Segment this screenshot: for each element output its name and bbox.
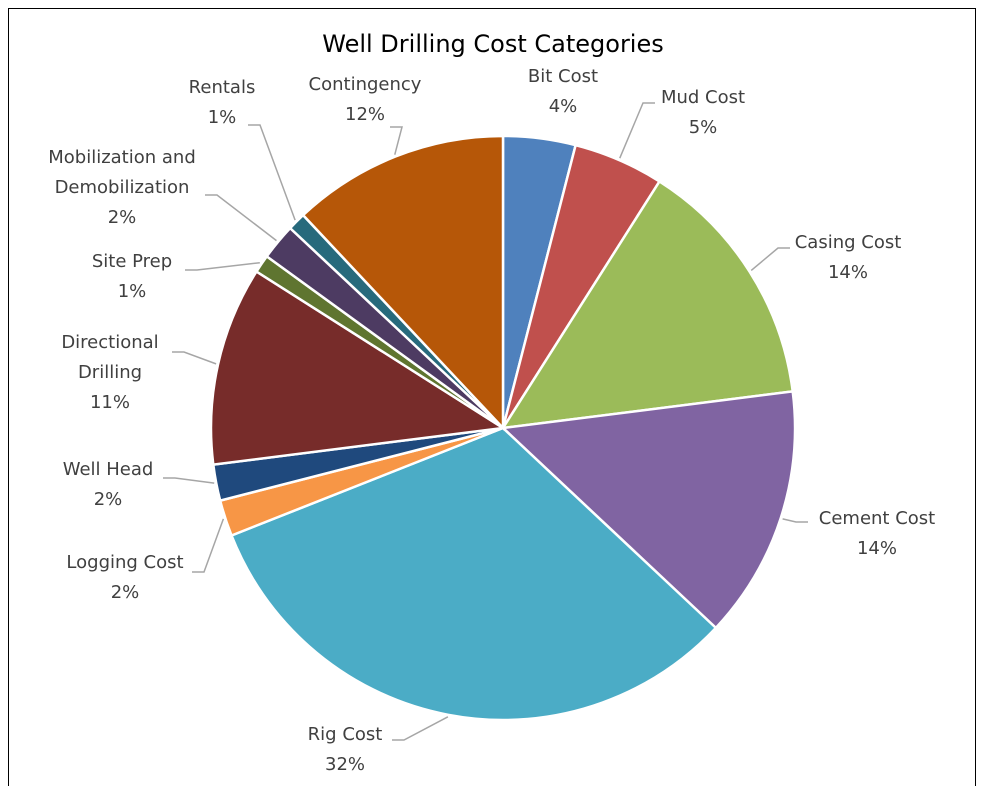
pie-slice xyxy=(301,134,505,432)
category-label: Well Head xyxy=(62,459,154,480)
leader-line xyxy=(172,351,217,365)
category-label: Logging Cost xyxy=(66,552,184,573)
data-label: Site Prep 1% xyxy=(92,247,172,307)
leader-line xyxy=(392,716,449,741)
category-label: Site Prep xyxy=(91,251,173,272)
data-label: Logging Cost 2% xyxy=(66,548,183,608)
value-label: 14% xyxy=(856,538,897,559)
value-label: 32% xyxy=(324,754,366,775)
data-label: Rentals 1% xyxy=(189,73,256,133)
data-label: Mobilization and Demobilization 2% xyxy=(22,143,222,233)
leader-line xyxy=(192,518,225,573)
leader-line xyxy=(619,102,655,159)
chart-title: Well Drilling Cost Categories xyxy=(322,30,664,58)
category-label: Contingency xyxy=(308,74,422,95)
value-label: 1% xyxy=(117,281,147,302)
category-label: Cement Cost xyxy=(818,508,936,529)
category-label: Bit Cost xyxy=(527,66,599,87)
category-label: Rig Cost xyxy=(307,724,383,745)
data-label: Casing Cost 14% xyxy=(795,228,902,288)
leader-line xyxy=(248,124,296,221)
value-label: 4% xyxy=(548,96,578,117)
leader-line xyxy=(205,194,277,242)
value-label: 11% xyxy=(89,392,130,413)
pie-slice xyxy=(500,390,797,630)
value-label: 2% xyxy=(110,582,140,603)
leader-line xyxy=(390,126,403,155)
data-label: Rig Cost 32% xyxy=(308,720,383,780)
data-label: Bit Cost 4% xyxy=(528,62,598,122)
value-label: 2% xyxy=(107,207,137,228)
value-label: 5% xyxy=(688,117,718,138)
category-label: Mud Cost xyxy=(660,87,746,108)
data-label: Cement Cost 14% xyxy=(819,504,935,564)
value-label: 12% xyxy=(344,104,386,125)
category-label: Mobilization and Demobilization xyxy=(48,147,196,198)
leader-line xyxy=(782,518,808,523)
value-label: 2% xyxy=(93,489,123,510)
pie-slice xyxy=(500,179,795,430)
category-label: Rentals xyxy=(188,77,256,98)
data-label: Well Head 2% xyxy=(63,455,154,515)
value-label: 1% xyxy=(207,107,237,128)
pie-slice xyxy=(209,269,507,466)
chart-frame xyxy=(8,8,976,786)
pie-slice xyxy=(229,426,718,722)
leader-line xyxy=(163,477,215,484)
data-label: Contingency 12% xyxy=(309,70,422,130)
data-label: Mud Cost 5% xyxy=(661,83,745,143)
category-label: Directional Drilling xyxy=(61,332,159,383)
category-label: Casing Cost xyxy=(794,232,902,253)
value-label: 14% xyxy=(827,262,868,283)
leader-line xyxy=(185,262,260,271)
leader-line xyxy=(750,247,790,272)
data-label: Directional Drilling 11% xyxy=(40,328,180,418)
